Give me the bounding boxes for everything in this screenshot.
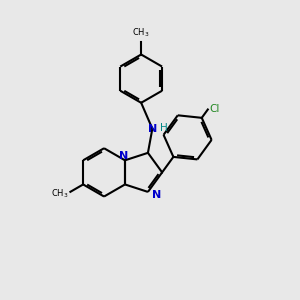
Text: N: N — [148, 124, 157, 134]
Text: N: N — [152, 190, 162, 200]
Text: N: N — [119, 151, 128, 160]
Text: H: H — [160, 123, 167, 133]
Text: CH$_3$: CH$_3$ — [132, 27, 150, 39]
Text: CH$_3$: CH$_3$ — [50, 187, 68, 200]
Text: Cl: Cl — [209, 104, 220, 115]
